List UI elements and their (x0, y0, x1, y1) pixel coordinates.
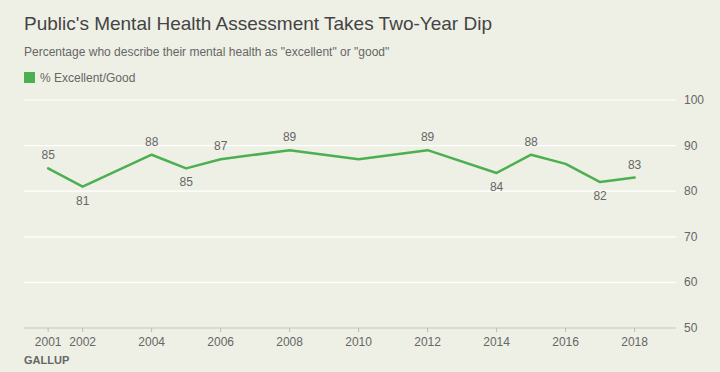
title: Public's Mental Health Assessment Takes … (24, 13, 492, 34)
y-tick-label: 80 (684, 184, 698, 198)
grid-line (24, 282, 676, 283)
grid-line (24, 191, 676, 192)
x-tick (82, 328, 83, 332)
background (0, 0, 720, 372)
x-tick (358, 328, 359, 332)
annotation: 88 (524, 135, 538, 149)
x-tick-label: 2016 (552, 335, 579, 349)
annotation: 83 (628, 158, 642, 172)
x-tick-label: 2006 (207, 335, 234, 349)
annotation: 85 (41, 148, 55, 162)
y-tick-label: 60 (684, 275, 698, 289)
x-tick-label: 2010 (345, 335, 372, 349)
y-tick-label: 70 (684, 230, 698, 244)
x-tick (289, 328, 290, 332)
legend: % Excellent/Good (24, 71, 135, 85)
y-tick-label: 50 (684, 321, 698, 335)
x-tick-label: 2001 (35, 335, 62, 349)
plot-area (48, 150, 634, 186)
x-tick (220, 328, 221, 332)
subtitle: Percentage who describe their mental hea… (24, 45, 389, 59)
annotation: 82 (593, 189, 607, 203)
x-tick (151, 328, 152, 332)
x-tick-label: 2014 (483, 335, 510, 349)
grid-line (24, 145, 676, 146)
x-tick (496, 328, 497, 332)
x-tick-label: 2002 (69, 335, 96, 349)
x-tick-label: 2018 (621, 335, 648, 349)
annotation: 87 (214, 139, 228, 153)
x-tick-label: 2004 (138, 335, 165, 349)
grid-line (24, 327, 676, 328)
x-tick (634, 328, 635, 332)
annotation: 89 (283, 130, 297, 144)
legend-swatch (24, 72, 35, 83)
y-tick-label: 90 (684, 139, 698, 153)
grid (24, 100, 676, 328)
grid-line (24, 236, 676, 237)
x-tick (427, 328, 428, 332)
annotation: 85 (179, 175, 193, 189)
y-tick-label: 100 (684, 93, 704, 107)
x-tick-label: 2008 (276, 335, 303, 349)
grid-line (24, 99, 676, 100)
x-axis-line (24, 328, 676, 329)
line (48, 150, 634, 186)
chart: Public's Mental Health Assessment Takes … (0, 0, 720, 372)
annotation: 88 (145, 135, 159, 149)
x-tick (48, 328, 49, 332)
x-tick (565, 328, 566, 332)
annotation: 84 (490, 180, 504, 194)
annotation: 81 (76, 194, 90, 208)
legend-label: % Excellent/Good (40, 71, 135, 85)
source: GALLUP (24, 354, 69, 366)
annotation: 89 (421, 130, 435, 144)
x-tick-label: 2012 (414, 335, 441, 349)
